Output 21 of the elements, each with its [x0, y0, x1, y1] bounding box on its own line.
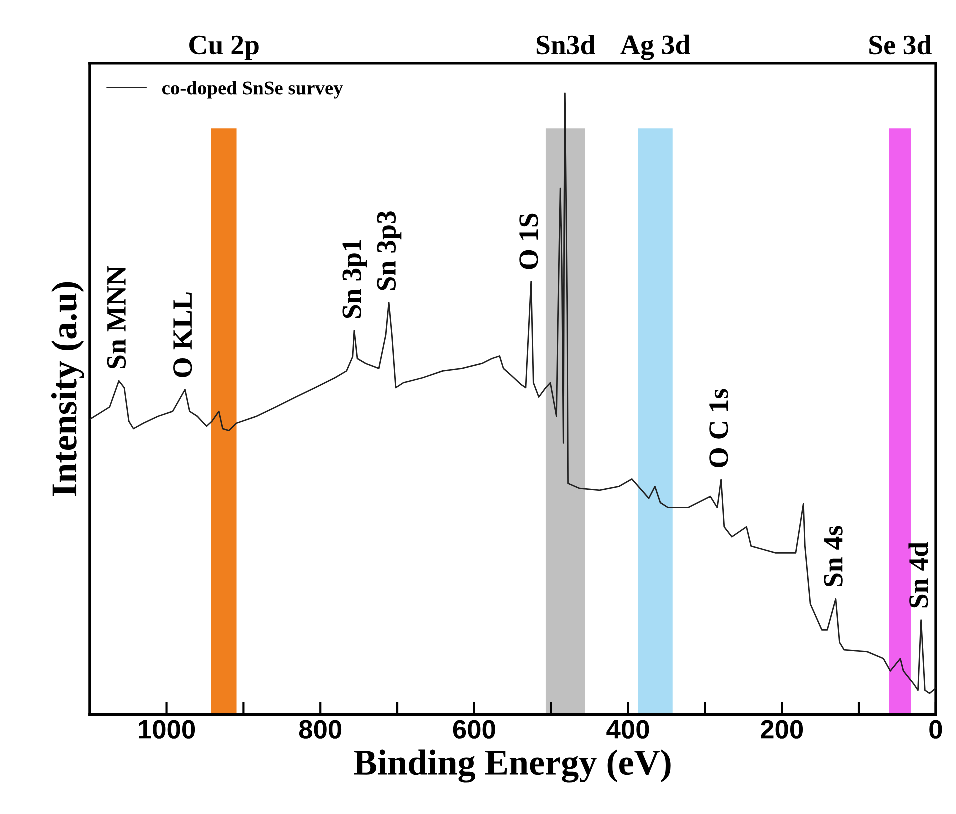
x-tick-label: 0: [930, 720, 942, 739]
annotation: Sn 4d: [908, 542, 928, 608]
band-label: Cu 2p: [190, 36, 259, 60]
x-tick-label: 800: [299, 720, 342, 739]
annotation: Sn 3p3: [377, 212, 402, 290]
x-tick-label: 400: [606, 720, 650, 739]
y-axis-title: Intensity (a.u): [51, 282, 84, 496]
x-axis-title: Binding Energy (eV): [354, 750, 671, 783]
band-label: Se 3d: [870, 35, 932, 55]
x-tick-label: 200: [761, 720, 804, 739]
annotation: O 1S: [520, 214, 538, 270]
band-label: Sn3d: [536, 35, 596, 55]
band-label: Ag 3d: [620, 34, 690, 60]
x-tick-label: 600: [453, 720, 496, 739]
annotation: Sn 3p1: [342, 240, 368, 318]
annotation: O C 1s: [710, 389, 728, 468]
annotation: Sn MNN: [107, 266, 126, 369]
annotation: O KLL: [174, 292, 192, 378]
legend-label: co-doped SnSe survey: [162, 81, 344, 99]
x-tick-label: 1000: [139, 720, 196, 739]
annotation: Sn 4s: [824, 526, 843, 587]
